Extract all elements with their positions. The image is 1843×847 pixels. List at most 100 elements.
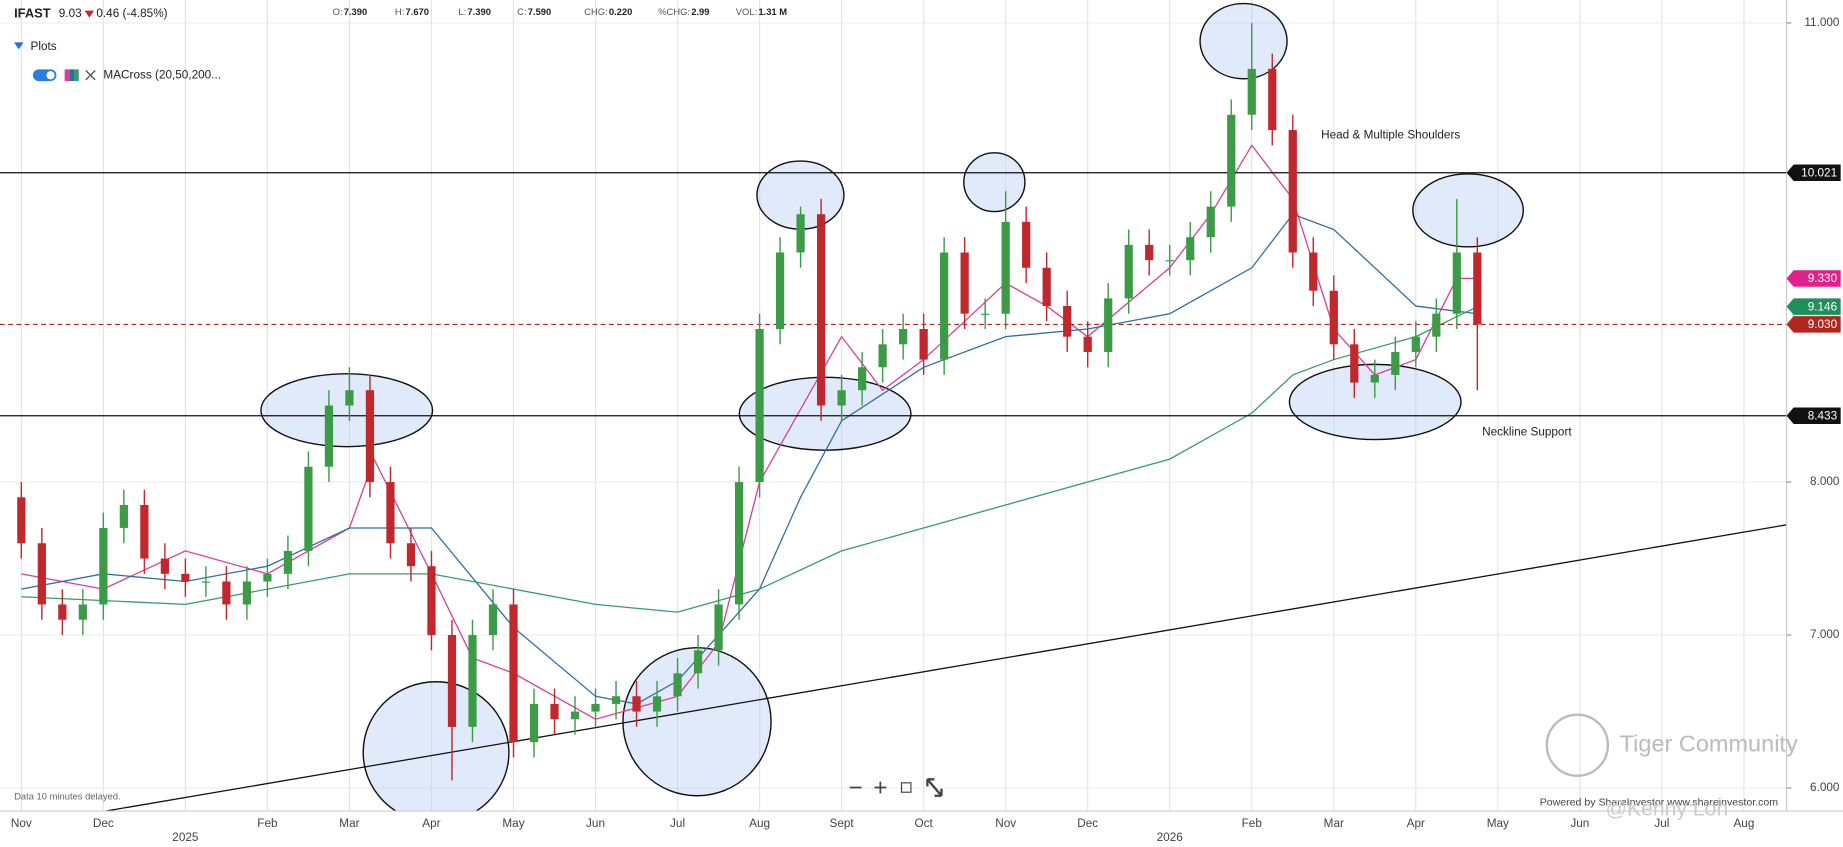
color-swatch xyxy=(74,69,79,82)
candle-body xyxy=(591,703,600,712)
ohlc-item: CHG:0.220 xyxy=(584,6,632,17)
ohlc-label: VOL: xyxy=(736,6,757,17)
candle-body xyxy=(1288,130,1297,253)
zoom-in[interactable] xyxy=(874,781,887,794)
candle-body xyxy=(386,482,395,544)
candle-body xyxy=(960,252,969,314)
delay-note: Data 10 minutes delayed. xyxy=(14,790,120,801)
price-tag xyxy=(1786,316,1841,333)
ohlc-item: O:7.390 xyxy=(333,6,368,17)
candle-body xyxy=(734,482,744,605)
price-tag-label: 9.030 xyxy=(1808,318,1838,331)
price-tag xyxy=(1786,270,1841,287)
candle-body xyxy=(1473,252,1482,325)
pattern-highlights xyxy=(260,2,1525,812)
last-price: 9.03 xyxy=(59,7,82,20)
ohlc-value: 7.590 xyxy=(528,6,551,17)
candle-body xyxy=(181,573,190,582)
candle-body xyxy=(263,573,272,582)
candle-body xyxy=(878,344,887,368)
highlight-ellipse xyxy=(963,152,1026,213)
ohlc-label: H: xyxy=(395,6,404,17)
price-tag xyxy=(1786,164,1841,181)
ohlc-value: 1.31 M xyxy=(758,6,787,17)
candle-body xyxy=(324,405,334,467)
annotation: Neckline Support xyxy=(1482,426,1572,439)
candle-body xyxy=(1227,114,1236,207)
ohlc-bar: O:7.390 H:7.670 L:7.390 C:7.590 CHG:0.220 %CH… xyxy=(333,6,788,17)
candle-body xyxy=(1001,221,1010,314)
highlight-ellipse xyxy=(1199,2,1288,80)
x-tick-label: Dec xyxy=(1077,817,1098,830)
x-tick-label: Aug xyxy=(749,817,770,830)
candle-body xyxy=(940,252,949,360)
highlight-ellipse xyxy=(260,373,434,448)
candle-body xyxy=(1268,68,1277,131)
candle-body xyxy=(427,566,436,636)
remove-icon[interactable] xyxy=(85,70,96,81)
candle-body xyxy=(509,604,518,743)
ohlc-item: C:7.590 xyxy=(517,6,551,17)
powered-by: Powered by ShareInvestor www.shareinvest… xyxy=(1540,797,1779,809)
candle-body xyxy=(1391,351,1400,375)
candle-body xyxy=(1124,244,1133,299)
plot-item[interactable]: MACross (20,50,200... xyxy=(103,68,221,81)
candle-body xyxy=(550,703,559,720)
x-tick-label: Sept xyxy=(830,817,855,830)
candle-body xyxy=(796,214,805,253)
candle-body xyxy=(37,543,46,605)
candle-body xyxy=(1083,336,1092,352)
candle-body xyxy=(488,604,498,636)
x-tick-label: Jul xyxy=(670,817,685,830)
candle-body xyxy=(1186,237,1195,261)
x-tick-label: Jul xyxy=(1654,817,1669,830)
plots-title[interactable]: Plots xyxy=(31,40,57,53)
candle-body xyxy=(1165,260,1174,262)
candle-body xyxy=(981,313,990,315)
fit[interactable] xyxy=(900,782,912,793)
candle-body xyxy=(1247,68,1256,115)
highlight-ellipse xyxy=(622,646,772,797)
candle-body xyxy=(1329,290,1338,345)
x-tick-label: May xyxy=(1487,817,1509,830)
candle-body xyxy=(816,214,826,406)
ma-line xyxy=(21,306,1478,613)
x-tick-label: Feb xyxy=(1242,817,1263,830)
candle-body xyxy=(447,635,457,727)
price-tag-label: 9.330 xyxy=(1808,272,1838,285)
x-tick-label: Mar xyxy=(1324,817,1344,830)
ohlc-label: O: xyxy=(333,6,343,17)
x-tick-label: Apr xyxy=(1407,817,1425,830)
price-tag xyxy=(1786,298,1841,315)
highlight-ellipse xyxy=(1412,173,1525,248)
x-tick-label: Jun xyxy=(586,817,605,830)
candle-body xyxy=(1350,344,1359,383)
ohlc-value: 7.390 xyxy=(467,6,490,17)
candle-body xyxy=(899,329,908,345)
candle-body xyxy=(58,604,67,620)
candle-body xyxy=(755,329,764,483)
candle-body xyxy=(1309,252,1318,291)
price-tag-label: 8.433 xyxy=(1808,409,1838,422)
candle-body xyxy=(242,581,252,605)
candle-body xyxy=(345,390,354,406)
annotation: Head & Multiple Shoulders xyxy=(1321,128,1460,141)
trendline xyxy=(105,524,1787,812)
candle-body xyxy=(673,673,682,697)
color-swatch xyxy=(69,69,75,82)
candle-body xyxy=(1411,336,1420,352)
price-tag-label: 9.146 xyxy=(1808,300,1838,313)
x-tick-label: 2026 xyxy=(1157,831,1184,844)
collapse-icon[interactable] xyxy=(14,42,24,50)
ohlc-label: %CHG: xyxy=(658,6,690,17)
candle-body xyxy=(714,604,723,651)
candle-body xyxy=(304,466,313,551)
candle-body xyxy=(529,703,539,743)
resize[interactable] xyxy=(926,778,943,797)
candle-body xyxy=(1452,252,1461,314)
candle-body xyxy=(99,527,108,605)
x-tick-label: Dec xyxy=(93,817,114,830)
ohlc-label: CHG: xyxy=(584,6,607,17)
